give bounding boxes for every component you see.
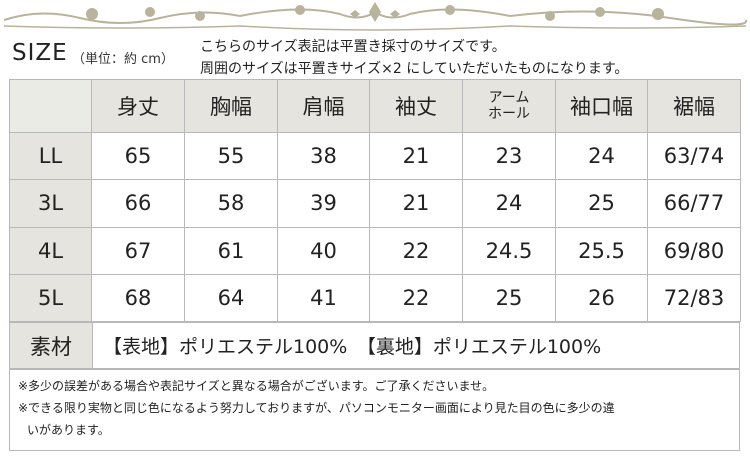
table-cell: 21 [369,131,463,181]
material-label: 素材 [10,323,93,368]
row-header-size: 4L [9,226,92,275]
table-row: 5L 68 64 41 22 25 26 72/83 [9,273,741,323]
measurement-note-1: こちらのサイズ表記は平置き採寸のサイズです。 [200,39,506,55]
table-cell: 69/80 [647,226,741,275]
material-value: 【表地】ポリエステル100% 【裏地】ポリエステル100% [103,336,602,358]
table-cell: 72/83 [647,273,741,323]
table-cell: 25.5 [555,226,648,275]
row-header-size: LL [9,131,92,181]
table-cell: 23 [462,131,556,181]
column-header-body-length: 身丈 [91,79,185,133]
measurement-note-2: 周囲のサイズは平置きサイズ×2 にしていただいたものになります。 [200,61,629,77]
footnote-2: ※できる限り実物と同じ色になるよう努力しておりますが、パソコンモニター画面により… [18,401,615,415]
table-row: LL 65 55 38 21 23 24 63/74 [9,131,741,181]
footnotes-box: ※多少の誤差がある場合や表記サイズと異なる場合がございます。ご了承くださいませ。… [9,369,740,451]
table-cell: 22 [369,226,463,275]
table-cell: 25 [462,273,556,323]
column-header-shoulder-width: 肩幅 [277,79,370,133]
table-cell: 39 [277,179,370,228]
column-header-sleeve-length: 袖丈 [369,79,463,133]
table-cell: 61 [184,226,278,275]
table-cell: 68 [91,273,185,323]
table-row: 3L 66 58 39 21 24 25 66/77 [9,179,741,228]
material-row: 素材 【表地】ポリエステル100% 【裏地】ポリエステル100% [9,322,740,369]
size-table: 身丈 胸幅 肩幅 袖丈 アーム ホール 袖口幅 裾幅 LL 65 55 38 21… [9,79,741,323]
footnote-1: ※多少の誤差がある場合や表記サイズと異なる場合がございます。ご了承くださいませ。 [18,379,495,393]
table-corner-cell [9,79,92,133]
column-header-armhole: アーム ホール [462,79,556,133]
unit-label: （単位：約 cm） [72,52,174,67]
row-header-size: 5L [9,273,92,323]
table-cell: 26 [555,273,648,323]
table-cell: 25 [555,179,648,228]
table-cell: 24 [555,131,648,181]
table-cell: 24.5 [462,226,556,275]
table-cell: 21 [369,179,463,228]
table-row: 4L 67 61 40 22 24.5 25.5 69/80 [9,226,741,275]
table-cell: 40 [277,226,370,275]
column-header-chest-width: 胸幅 [184,79,278,133]
table-cell: 58 [184,179,278,228]
table-cell: 66 [91,179,185,228]
column-header-cuff-width: 袖口幅 [555,79,648,133]
table-cell: 66/77 [647,179,741,228]
table-cell: 41 [277,273,370,323]
row-header-size: 3L [9,179,92,228]
table-cell: 55 [184,131,278,181]
table-cell: 38 [277,131,370,181]
decorative-ornament-border [3,2,748,31]
column-header-hem-width: 裾幅 [647,79,741,133]
size-chart-title: SIZE [12,40,68,66]
table-cell: 63/74 [647,131,741,181]
table-cell: 67 [91,226,185,275]
table-cell: 65 [91,131,185,181]
table-cell: 64 [184,273,278,323]
armhole-label-line-1: アーム [488,90,530,106]
armhole-label-line-2: ホール [488,106,530,122]
table-cell: 24 [462,179,556,228]
footnote-2-continued: いがあります。 [27,423,110,437]
table-cell: 22 [369,273,463,323]
table-header-row: 身丈 胸幅 肩幅 袖丈 アーム ホール 袖口幅 裾幅 [9,79,741,133]
